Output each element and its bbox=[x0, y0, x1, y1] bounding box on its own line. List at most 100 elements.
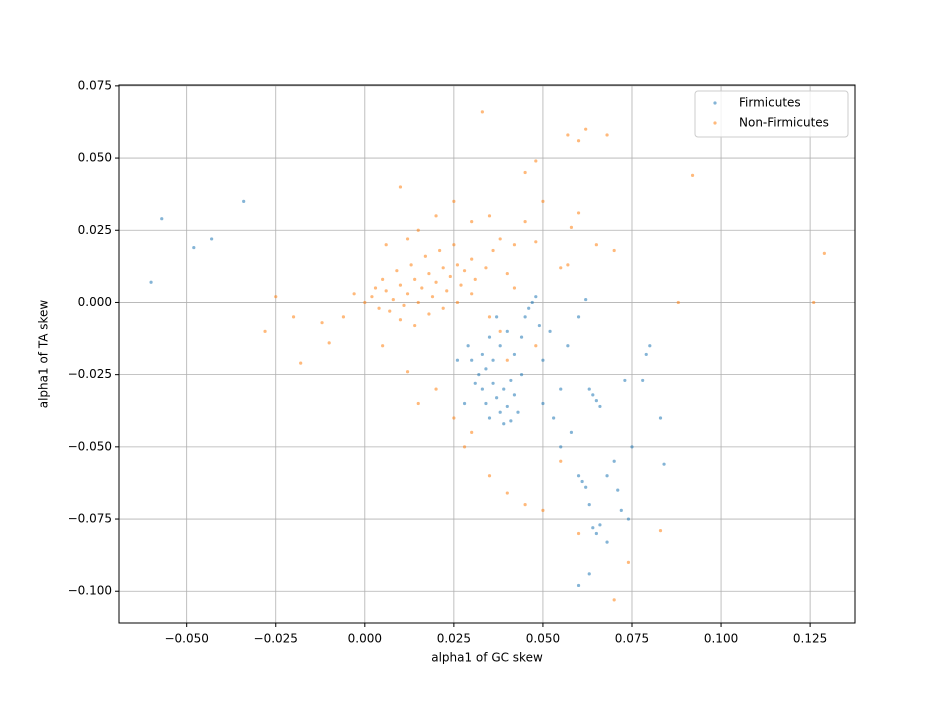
point bbox=[480, 110, 484, 114]
point bbox=[690, 173, 695, 177]
point bbox=[594, 243, 598, 247]
point bbox=[473, 381, 477, 385]
point bbox=[430, 295, 435, 299]
point bbox=[377, 306, 381, 310]
point bbox=[530, 300, 534, 305]
point bbox=[427, 271, 431, 276]
point bbox=[598, 523, 602, 527]
point bbox=[149, 280, 153, 284]
y-tick-label: −0.075 bbox=[68, 512, 112, 526]
point bbox=[658, 528, 663, 533]
point bbox=[534, 240, 538, 244]
point bbox=[470, 257, 474, 261]
point bbox=[192, 245, 196, 250]
legend-marker bbox=[713, 101, 717, 105]
point bbox=[381, 344, 385, 348]
point bbox=[619, 508, 623, 512]
point bbox=[502, 387, 506, 391]
point bbox=[363, 300, 367, 305]
point bbox=[491, 358, 495, 362]
point bbox=[576, 315, 581, 319]
point bbox=[398, 185, 403, 189]
point bbox=[470, 292, 474, 296]
point bbox=[576, 139, 581, 143]
point bbox=[541, 199, 545, 203]
point bbox=[569, 430, 574, 435]
point bbox=[452, 416, 456, 420]
point bbox=[480, 387, 484, 391]
point bbox=[626, 517, 631, 521]
point bbox=[587, 572, 591, 576]
point bbox=[405, 292, 410, 296]
point bbox=[398, 318, 403, 322]
point bbox=[812, 300, 816, 305]
point bbox=[612, 459, 616, 463]
legend-label: Firmicutes bbox=[739, 96, 801, 110]
point bbox=[413, 277, 417, 281]
point bbox=[498, 237, 502, 241]
point bbox=[584, 297, 588, 302]
point bbox=[420, 286, 424, 290]
point bbox=[509, 378, 513, 383]
point bbox=[402, 303, 406, 307]
point bbox=[462, 401, 467, 406]
point bbox=[662, 462, 666, 466]
point bbox=[594, 399, 598, 403]
point bbox=[641, 378, 645, 383]
point bbox=[534, 295, 538, 299]
point bbox=[541, 508, 545, 512]
point bbox=[541, 358, 545, 362]
y-tick-label: −0.025 bbox=[68, 367, 112, 381]
point bbox=[470, 358, 474, 362]
point bbox=[462, 269, 467, 273]
x-axis-label: alpha1 of GC skew bbox=[431, 651, 543, 665]
point bbox=[341, 315, 346, 319]
point bbox=[327, 341, 331, 345]
point bbox=[576, 583, 581, 588]
point bbox=[384, 243, 388, 247]
point bbox=[452, 243, 456, 247]
point bbox=[591, 393, 595, 397]
point bbox=[512, 243, 517, 247]
points bbox=[149, 110, 826, 602]
point bbox=[455, 300, 460, 305]
point bbox=[580, 479, 584, 484]
point bbox=[434, 280, 438, 284]
point bbox=[384, 289, 388, 293]
point bbox=[523, 170, 527, 175]
point bbox=[523, 219, 527, 224]
point bbox=[409, 263, 413, 267]
point bbox=[676, 300, 680, 305]
point bbox=[576, 211, 581, 215]
point bbox=[320, 321, 324, 325]
point bbox=[487, 315, 492, 319]
y-tick-label: 0.075 bbox=[78, 78, 112, 92]
point bbox=[569, 225, 574, 229]
point bbox=[541, 401, 545, 406]
point bbox=[455, 358, 460, 362]
point bbox=[438, 248, 442, 253]
point bbox=[445, 289, 449, 293]
point bbox=[373, 286, 378, 290]
point bbox=[559, 266, 563, 270]
point bbox=[584, 485, 588, 489]
legend: Firmicutes Non-Firmicutes bbox=[694, 90, 849, 138]
point bbox=[416, 228, 420, 232]
point bbox=[263, 329, 267, 333]
point bbox=[388, 309, 392, 313]
point bbox=[352, 292, 356, 296]
point bbox=[644, 352, 648, 357]
point bbox=[559, 387, 563, 391]
point bbox=[623, 378, 627, 383]
point bbox=[434, 387, 438, 391]
point bbox=[626, 560, 631, 564]
point bbox=[405, 237, 410, 241]
point bbox=[398, 283, 403, 287]
point bbox=[519, 373, 524, 377]
point bbox=[495, 315, 499, 319]
point bbox=[658, 416, 663, 420]
point bbox=[452, 199, 456, 203]
point bbox=[584, 127, 588, 131]
point bbox=[487, 214, 492, 218]
point bbox=[559, 445, 563, 449]
